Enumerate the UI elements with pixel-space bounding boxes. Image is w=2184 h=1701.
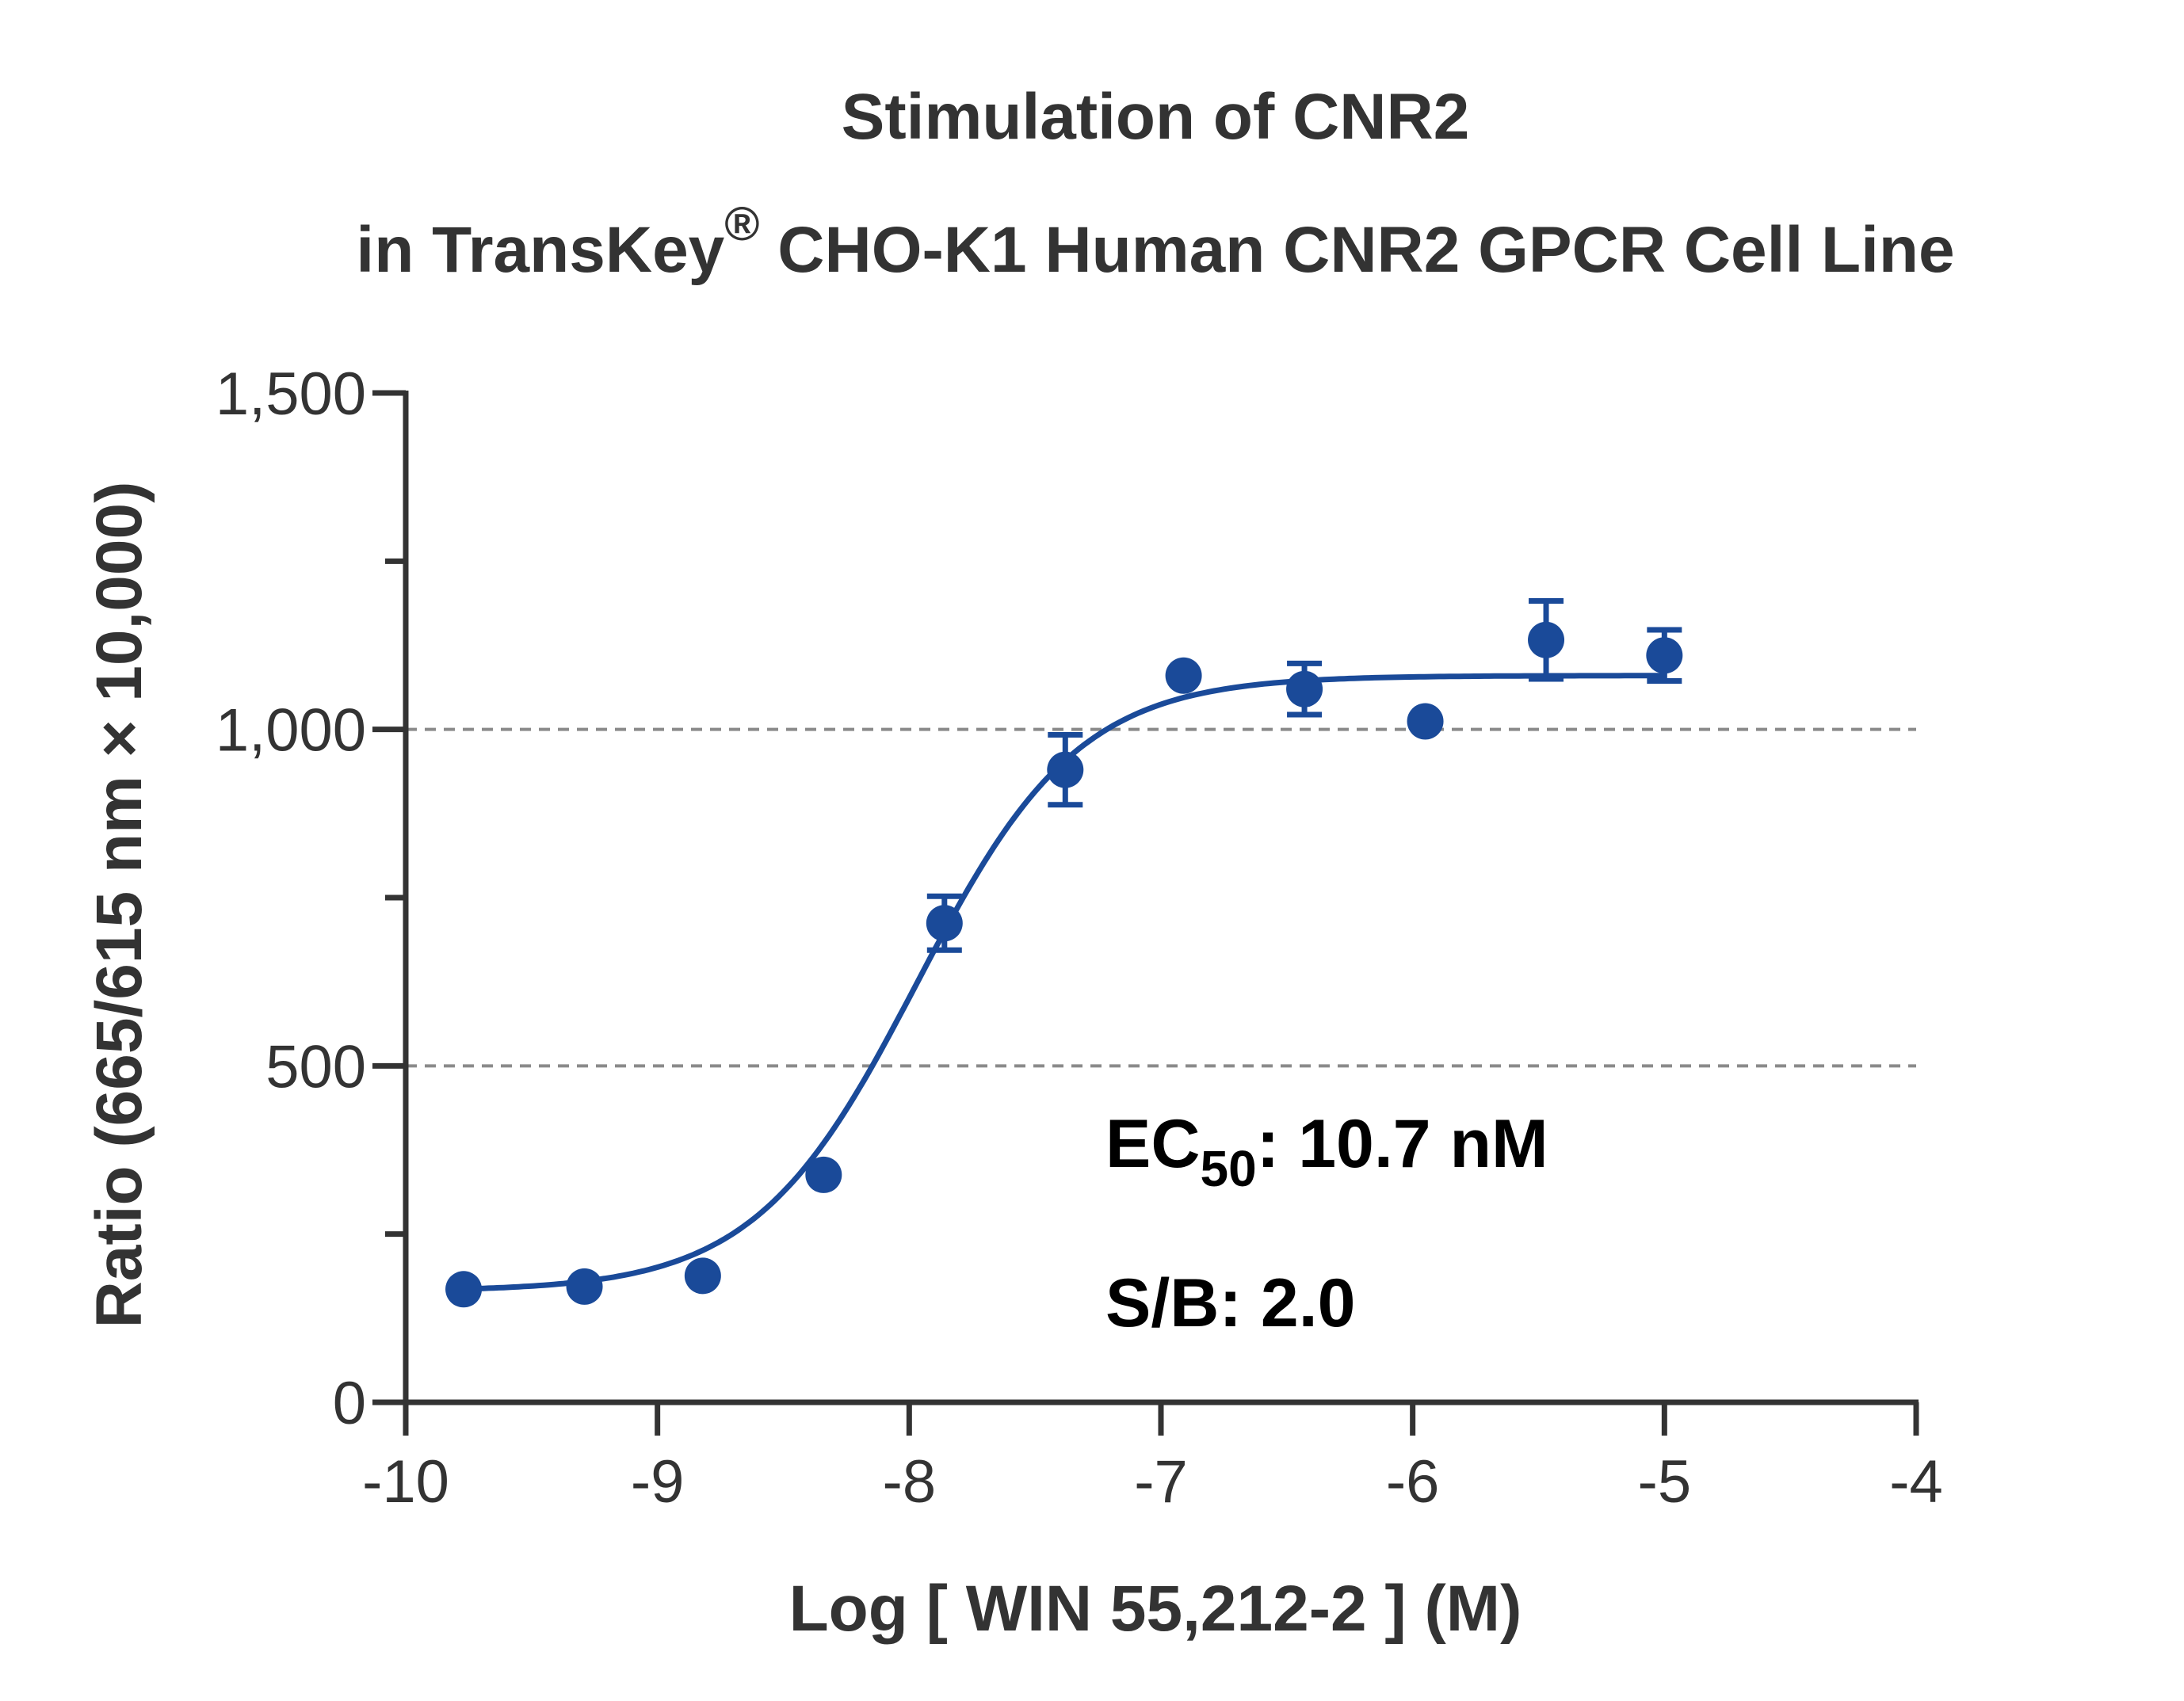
x-tick-label: -6 bbox=[1386, 1448, 1440, 1516]
y-tick-label: 0 bbox=[333, 1370, 366, 1437]
data-point bbox=[1286, 670, 1323, 707]
x-tick-label: -8 bbox=[883, 1448, 937, 1516]
chart-title-line2-post: CHO-K1 Human CNR2 GPCR Cell Line bbox=[760, 214, 1955, 286]
data-point bbox=[805, 1156, 842, 1193]
gridlines bbox=[406, 727, 1916, 1068]
data-point bbox=[1165, 657, 1202, 694]
registered-mark: ® bbox=[724, 197, 759, 250]
x-axis-label: Log [ WIN 55,212-2 ] (M) bbox=[789, 1573, 1522, 1645]
chart-title: Stimulation of CNR2 in TransKey® CHO-K1 … bbox=[356, 81, 1954, 286]
y-ticks: 0 500 1,000 1,500 bbox=[216, 360, 406, 1437]
data-point bbox=[926, 905, 963, 942]
x-tick-label: -7 bbox=[1134, 1448, 1188, 1516]
ec50-subscript: 50 bbox=[1200, 1140, 1256, 1197]
x-tick-label: -4 bbox=[1889, 1448, 1943, 1516]
x-tick-label: -5 bbox=[1638, 1448, 1692, 1516]
data-point bbox=[1646, 637, 1683, 674]
chart-title-line2: in TransKey® CHO-K1 Human CNR2 GPCR Cell… bbox=[356, 197, 1954, 286]
y-tick-label: 500 bbox=[265, 1033, 366, 1100]
x-tick-label: -10 bbox=[362, 1448, 449, 1516]
y-tick-label: 1,500 bbox=[216, 360, 366, 428]
data-points bbox=[445, 621, 1683, 1308]
chart-title-line1: Stimulation of CNR2 bbox=[842, 81, 1470, 153]
annotations: EC50: 10.7 nM S/B: 2.0 bbox=[1105, 1106, 1548, 1341]
axes bbox=[403, 391, 1919, 1405]
data-point bbox=[1047, 751, 1084, 788]
y-axis-label: Ratio (665/615 nm × 10,000) bbox=[83, 482, 155, 1329]
ec50-annotation: EC50: 10.7 nM bbox=[1105, 1106, 1548, 1197]
data-point bbox=[684, 1257, 721, 1295]
ec50-label: EC bbox=[1105, 1106, 1200, 1182]
ec50-value: : 10.7 nM bbox=[1257, 1106, 1548, 1182]
sb-annotation: S/B: 2.0 bbox=[1105, 1265, 1355, 1341]
data-point bbox=[445, 1271, 483, 1308]
error-bars bbox=[926, 597, 1682, 953]
x-ticks: -10 -9 -8 -7 -6 -5 -4 bbox=[362, 1402, 1943, 1516]
data-point bbox=[1528, 621, 1565, 658]
y-tick-label: 1,000 bbox=[216, 697, 366, 765]
chart-title-line2-pre: in TransKey bbox=[356, 214, 724, 286]
x-tick-label: -9 bbox=[631, 1448, 685, 1516]
data-point bbox=[566, 1268, 603, 1305]
data-point bbox=[1407, 703, 1444, 740]
